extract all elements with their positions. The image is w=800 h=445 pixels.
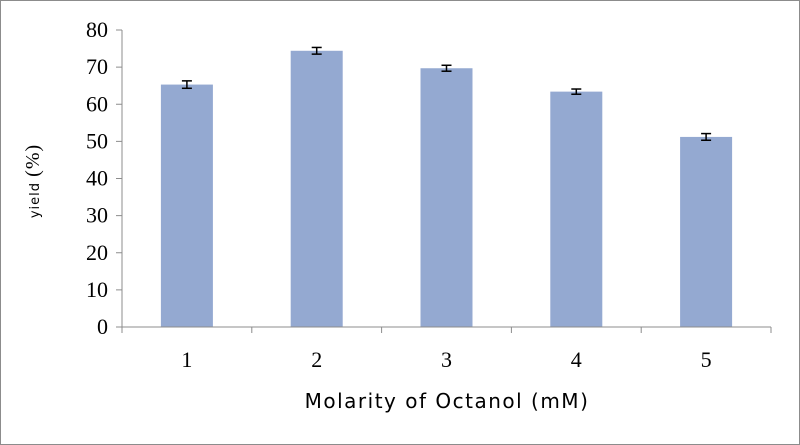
- error-bar: [311, 46, 322, 55]
- x-tick-label: 4: [571, 347, 582, 372]
- y-tick-labels: 0 10 20 30 40 50 60 70 80: [86, 17, 108, 339]
- bar: [680, 136, 733, 327]
- y-tick-label: 10: [86, 277, 108, 302]
- bar: [420, 68, 473, 328]
- bar: [160, 84, 213, 327]
- y-tick-label: 40: [86, 166, 108, 191]
- x-tick-label: 2: [311, 347, 322, 372]
- x-tick-label: 1: [181, 347, 192, 372]
- y-axis-title: yield (%): [22, 144, 44, 218]
- error-bar: [441, 64, 452, 72]
- y-tick-label: 20: [86, 240, 108, 265]
- bar: [290, 50, 343, 327]
- error-bar: [181, 80, 192, 90]
- x-tick-labels: 1 2 3 4 5: [181, 347, 711, 372]
- axes-group: [116, 29, 772, 333]
- y-tick-label: 70: [86, 54, 108, 79]
- y-tick-label: 60: [86, 91, 108, 116]
- y-tick-label: 0: [97, 314, 108, 339]
- error-bars-group: [181, 46, 712, 142]
- error-bar: [571, 88, 582, 95]
- x-tick-label: 3: [441, 347, 452, 372]
- bar: [550, 91, 603, 327]
- error-bar: [701, 132, 712, 142]
- bars-group: [160, 50, 733, 328]
- x-tick-label: 5: [701, 347, 712, 372]
- x-axis-title: Molarity of Octanol (mM): [305, 389, 590, 413]
- y-tick-label: 50: [86, 128, 108, 153]
- y-tick-label: 80: [86, 17, 108, 42]
- y-tick-label: 30: [86, 203, 108, 228]
